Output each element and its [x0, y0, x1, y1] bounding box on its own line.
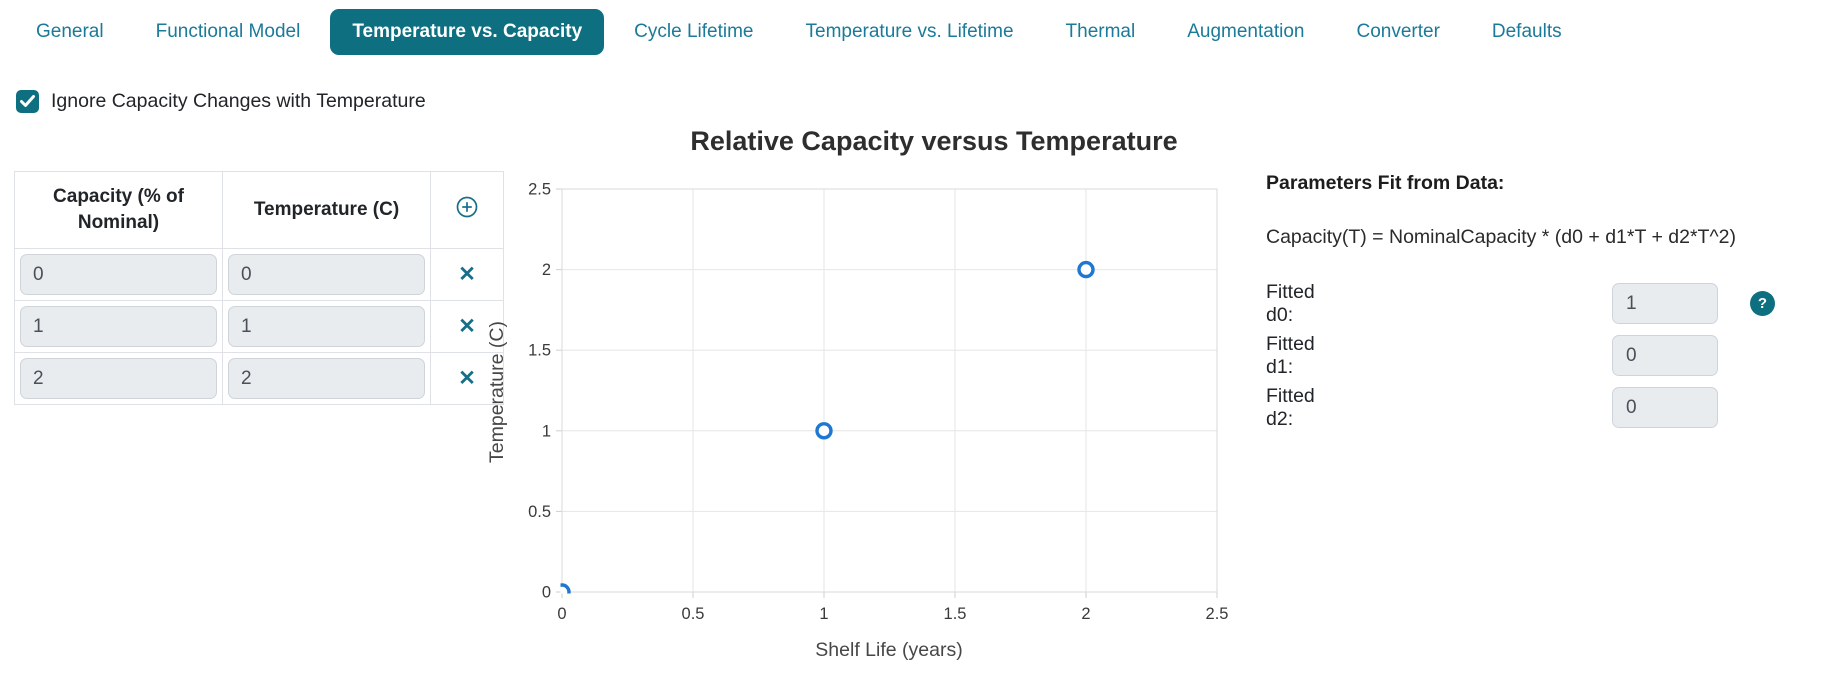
scatter-chart: 0 0.5 1 1.5 2 2.5 0 0.5 1 1.5 2 2.5 Temperature (C)… [486, 181, 1228, 662]
svg-text:2.5: 2.5 [1206, 605, 1229, 623]
svg-text:0: 0 [542, 584, 551, 602]
column-header-capacity: Capacity (% of Nominal) [14, 171, 223, 249]
delete-row-button[interactable]: ✕ [456, 366, 478, 391]
svg-text:2: 2 [542, 261, 551, 279]
tab-thermal[interactable]: Thermal [1044, 9, 1158, 55]
parameters-heading: Parameters Fit from Data: [1266, 172, 1505, 194]
chart-title: Relative Capacity versus Temperature [690, 126, 1178, 156]
fitted-d0-input[interactable] [1612, 283, 1718, 324]
parameters-panel: Parameters Fit from Data: Capacity(T) = … [1266, 0, 1806, 675]
table-header-row: Capacity (% of Nominal) Temperature (C) [14, 171, 504, 249]
svg-text:1.5: 1.5 [528, 342, 551, 360]
svg-text:0: 0 [557, 605, 566, 623]
tab-cycle-lifetime[interactable]: Cycle Lifetime [612, 9, 775, 55]
circled-plus-icon [456, 196, 478, 218]
capacity-temperature-table: Capacity (% of Nominal) Temperature (C) [14, 171, 504, 405]
checkbox-label: Ignore Capacity Changes with Temperature [51, 90, 426, 112]
svg-text:1: 1 [542, 422, 551, 440]
formula-text: Capacity(T) = NominalCapacity * (d0 + d1… [1266, 226, 1736, 248]
fitted-d2-input[interactable] [1612, 387, 1718, 428]
svg-text:1: 1 [819, 605, 828, 623]
capacity-input[interactable] [20, 306, 217, 347]
tab-converter[interactable]: Converter [1334, 9, 1461, 55]
data-point [560, 583, 571, 594]
svg-text:2.5: 2.5 [528, 181, 551, 199]
table-row: ✕ [14, 300, 504, 353]
table-row: ✕ [14, 248, 504, 301]
x-icon: ✕ [458, 315, 476, 338]
add-row-button[interactable] [453, 193, 481, 221]
tab-functional-model[interactable]: Functional Model [134, 9, 323, 55]
tab-general[interactable]: General [14, 9, 126, 55]
x-axis-label: Shelf Life (years) [815, 639, 962, 661]
capacity-input[interactable] [20, 358, 217, 399]
svg-text:0.5: 0.5 [528, 503, 551, 521]
chart-grid-and-points: 0 0.5 1 1.5 2 2.5 0 0.5 1 1.5 2 2.5 [528, 181, 1228, 624]
tab-bar: General Functional Model Temperature vs.… [14, 9, 1584, 55]
tab-temperature-vs-lifetime[interactable]: Temperature vs. Lifetime [784, 9, 1036, 55]
capacity-input[interactable] [20, 254, 217, 295]
x-icon: ✕ [458, 263, 476, 286]
tab-defaults[interactable]: Defaults [1470, 9, 1584, 55]
svg-text:0.5: 0.5 [682, 605, 705, 623]
column-header-temperature: Temperature (C) [222, 171, 431, 249]
temperature-input[interactable] [228, 254, 425, 295]
fitted-d0-label: Fitted d0: [1266, 280, 1315, 326]
temperature-input[interactable] [228, 306, 425, 347]
y-axis-label: Temperature (C) [486, 321, 508, 463]
delete-row-button[interactable]: ✕ [456, 262, 478, 287]
temperature-input[interactable] [228, 358, 425, 399]
x-icon: ✕ [458, 367, 476, 390]
table-row: ✕ [14, 352, 504, 405]
ignore-capacity-checkbox-row[interactable]: Ignore Capacity Changes with Temperature [16, 90, 426, 113]
fitted-d1-label: Fitted d1: [1266, 332, 1315, 378]
check-icon [20, 95, 35, 107]
ignore-capacity-checkbox[interactable] [16, 90, 39, 113]
fitted-d1-input[interactable] [1612, 335, 1718, 376]
tab-temperature-vs-capacity[interactable]: Temperature vs. Capacity [330, 9, 605, 55]
data-point [1077, 260, 1095, 279]
fitted-d2-label: Fitted d2: [1266, 384, 1315, 430]
svg-text:2: 2 [1081, 605, 1090, 623]
help-icon[interactable]: ? [1750, 291, 1775, 316]
svg-text:1.5: 1.5 [944, 605, 967, 623]
data-point [815, 422, 833, 440]
tab-augmentation[interactable]: Augmentation [1165, 9, 1326, 55]
delete-row-button[interactable]: ✕ [456, 314, 478, 339]
